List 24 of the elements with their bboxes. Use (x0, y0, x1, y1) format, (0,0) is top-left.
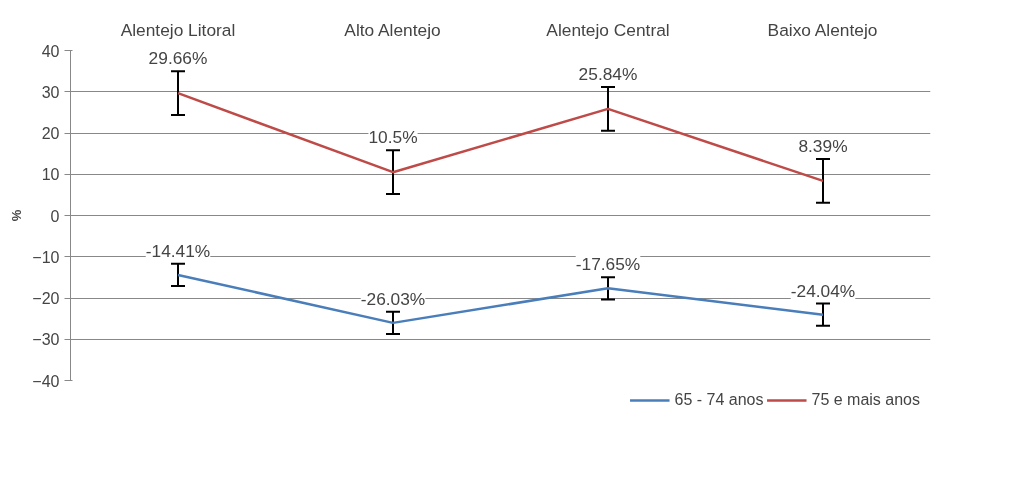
data-label: -26.03% (360, 288, 426, 309)
y-tick-label: −10 (32, 248, 60, 266)
y-tick-label: −30 (32, 331, 60, 349)
data-label: -14.41% (145, 240, 211, 261)
x-tick-label: Baixo Alentejo (767, 19, 878, 40)
y-tick-label: 10 (41, 166, 60, 184)
legend-label: 75 e mais anos (811, 391, 920, 409)
y-tick-label: 20 (41, 125, 60, 142)
y-tick-label: −20 (32, 290, 60, 307)
y-tick-label: −40 (32, 372, 60, 390)
data-label: -17.65% (575, 254, 641, 275)
data-label: 25.84% (578, 64, 638, 85)
data-label: 10.5% (368, 127, 418, 148)
data-label: 8.39% (798, 136, 848, 157)
legend-label: 65 - 74 anos (674, 391, 764, 409)
y-axis-title: % (9, 209, 25, 222)
y-tick-label: 0 (50, 207, 60, 225)
data-label: -24.04% (790, 280, 856, 301)
y-tick-label: 30 (41, 83, 60, 101)
data-label: 29.66% (148, 48, 208, 69)
x-tick-label: Alentejo Litoral (120, 19, 236, 40)
x-tick-label: Alto Alentejo (344, 19, 441, 40)
y-tick-label: 40 (41, 42, 60, 60)
x-tick-label: Alentejo Central (546, 19, 670, 40)
